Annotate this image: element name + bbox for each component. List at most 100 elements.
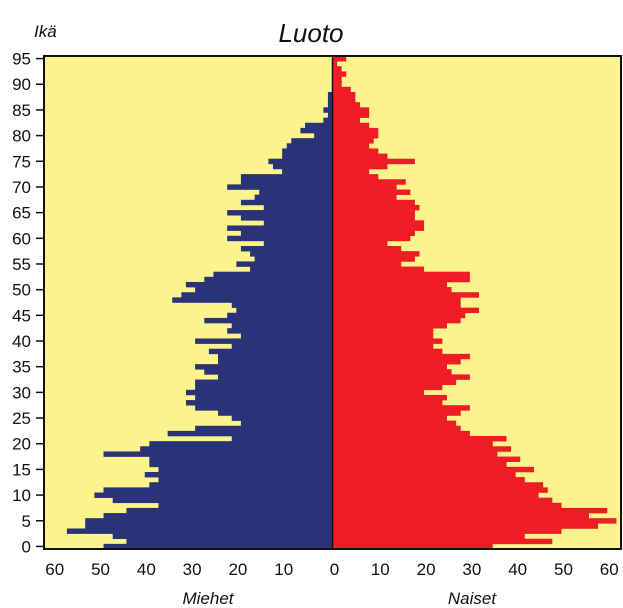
bar-women-age-60: [332, 235, 411, 242]
bar-women-age-93: [332, 66, 342, 72]
bar-men-age-5: [85, 518, 333, 524]
bar-women-age-62: [332, 225, 425, 231]
bar-women-age-28: [332, 400, 443, 406]
bar-women-age-80: [332, 133, 379, 139]
bar-men-age-50: [195, 287, 333, 293]
bar-women-age-76: [332, 153, 388, 160]
bar-women-age-20: [332, 441, 493, 447]
bar-men-age-81: [300, 127, 333, 134]
bar-women-age-22: [332, 430, 470, 437]
bar-women-age-18: [332, 451, 498, 457]
bar-men-age-41: [240, 333, 333, 339]
bar-women-age-32: [332, 379, 457, 385]
bar-men-age-38: [208, 348, 333, 355]
bar-women-age-2: [332, 533, 525, 540]
bar-men-age-32: [195, 379, 333, 385]
bar-women-age-31: [332, 384, 443, 391]
bar-men-age-79: [291, 138, 333, 144]
bar-men-age-75: [268, 158, 333, 165]
y-tick-label-30: 30: [12, 383, 31, 402]
bar-men-age-0: [103, 543, 333, 550]
bar-women-age-46: [332, 307, 480, 314]
bar-men-age-47: [231, 302, 333, 308]
bar-men-age-48: [172, 297, 333, 303]
bar-women-age-23: [332, 425, 461, 432]
bar-men-age-60: [227, 235, 333, 242]
bar-women-age-13: [332, 477, 525, 483]
bar-men-age-9: [112, 497, 333, 504]
bar-men-age-77: [282, 148, 333, 154]
bar-men-age-40: [195, 338, 333, 344]
bar-women-age-70: [332, 184, 397, 190]
bar-women-age-71: [332, 179, 406, 185]
x-tick-label-men-50: 50: [91, 560, 110, 579]
bar-women-age-66: [332, 204, 420, 211]
bar-men-age-18: [103, 451, 333, 457]
bar-men-age-34: [204, 369, 333, 375]
bar-women-age-77: [332, 148, 379, 154]
bar-men-age-72: [240, 174, 333, 180]
bar-women-age-49: [332, 292, 480, 298]
bar-men-age-26: [218, 410, 333, 416]
bar-men-age-57: [250, 251, 333, 257]
bar-women-age-0: [332, 543, 493, 550]
bar-men-age-52: [204, 276, 333, 283]
bar-men-age-46: [236, 307, 333, 314]
bar-women-age-61: [332, 230, 415, 237]
bar-men-age-82: [305, 122, 333, 129]
bar-women-age-44: [332, 317, 461, 324]
bar-men-age-24: [240, 420, 333, 427]
y-tick-label-10: 10: [12, 486, 31, 505]
bar-women-age-67: [332, 199, 415, 206]
bar-men-age-51: [185, 281, 333, 288]
bar-men-age-45: [227, 312, 333, 319]
bar-women-age-37: [332, 353, 470, 360]
bar-men-age-28: [185, 400, 333, 406]
bar-women-age-35: [332, 364, 447, 370]
y-tick-label-95: 95: [12, 50, 31, 69]
bar-men-age-61: [240, 230, 333, 237]
bar-men-age-62: [227, 225, 333, 231]
bar-women-age-14: [332, 471, 516, 478]
bar-women-age-34: [332, 369, 452, 375]
bar-women-age-68: [332, 194, 397, 201]
bar-women-age-43: [332, 323, 447, 329]
bar-women-age-6: [332, 513, 589, 519]
bar-women-age-88: [332, 91, 356, 98]
bar-women-age-50: [332, 287, 452, 293]
bar-men-age-87: [327, 97, 333, 103]
bar-men-age-49: [181, 292, 333, 298]
bar-men-age-67: [240, 199, 333, 206]
bar-men-age-84: [327, 112, 333, 118]
bar-men-age-11: [103, 487, 333, 493]
bar-women-age-15: [332, 466, 534, 473]
x-tick-label-women-0: 0: [330, 560, 339, 579]
bar-women-age-82: [332, 122, 370, 129]
bar-men-age-16: [149, 461, 333, 468]
bar-women-age-9: [332, 497, 553, 504]
bar-women-age-65: [332, 210, 415, 216]
y-tick-label-35: 35: [12, 358, 31, 377]
bar-women-age-40: [332, 338, 443, 344]
bar-women-age-27: [332, 405, 470, 411]
bar-men-age-13: [158, 477, 333, 483]
bar-men-age-88: [327, 91, 333, 98]
bar-men-age-74: [272, 163, 333, 170]
bar-men-age-8: [158, 502, 333, 509]
x-tick-labels: 60 50 40 30 20 10 0 10 20 30 40 50 60: [45, 560, 618, 579]
x-tick-label-men-10: 10: [274, 560, 293, 579]
bar-men-age-86: [327, 102, 333, 108]
bar-men-age-22: [167, 430, 333, 437]
y-tick-label-90: 90: [12, 75, 31, 94]
bar-men-age-17: [149, 456, 333, 462]
x-tick-label-men-20: 20: [228, 560, 247, 579]
bar-men-age-10: [94, 492, 333, 498]
bar-men-age-20: [149, 441, 333, 447]
bar-women-age-21: [332, 436, 507, 442]
bar-men-age-29: [195, 394, 333, 401]
bar-women-age-72: [332, 174, 379, 180]
bar-women-age-41: [332, 333, 434, 339]
x-tick-label-men-40: 40: [137, 560, 156, 579]
bar-women-age-8: [332, 502, 562, 509]
y-tick-label-80: 80: [12, 127, 31, 146]
